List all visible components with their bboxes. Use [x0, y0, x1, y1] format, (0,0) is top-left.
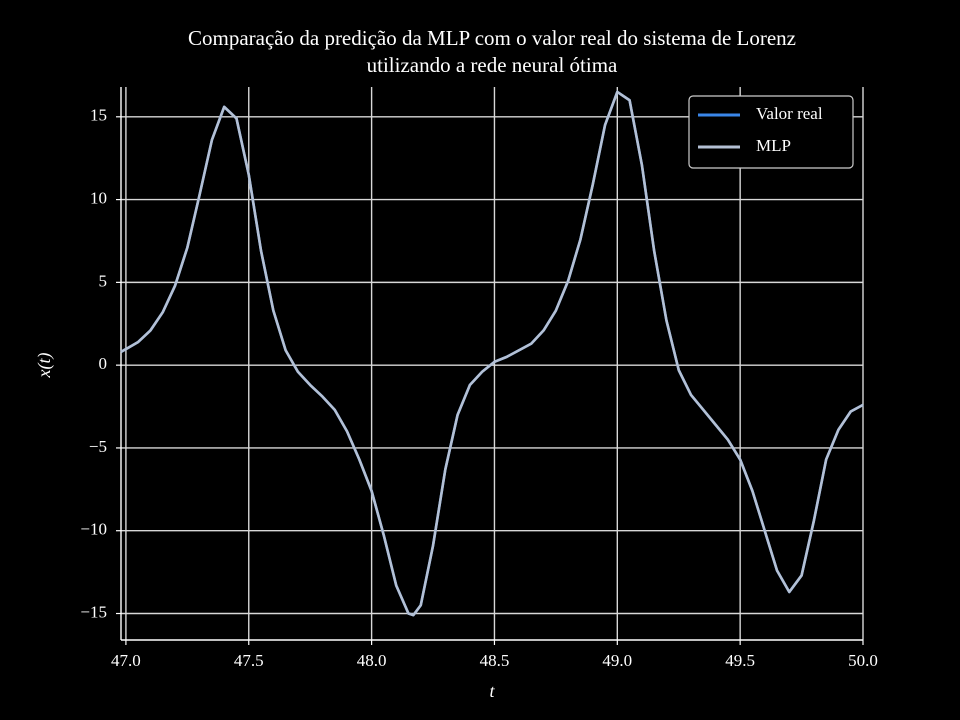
x-tick-label: 49.5 [725, 651, 755, 670]
x-tick-label: 47.5 [234, 651, 264, 670]
y-tick-label: −10 [80, 520, 107, 539]
x-axis-label: t [489, 681, 495, 701]
legend-label: Valor real [756, 104, 823, 123]
x-tick-label: 47.0 [111, 651, 141, 670]
chart-title: Comparação da predição da MLP com o valo… [188, 26, 796, 50]
legend-label: MLP [756, 136, 791, 155]
x-tick-label: 48.5 [480, 651, 510, 670]
chart-title: utilizando a rede neural ótima [367, 53, 618, 77]
y-tick-label: 0 [99, 354, 108, 373]
x-tick-label: 49.0 [602, 651, 632, 670]
data-line [120, 90, 864, 617]
y-tick-label: 15 [90, 106, 107, 125]
y-tick-label: −5 [89, 437, 107, 456]
y-tick-label: −15 [80, 602, 107, 621]
y-tick-label: 5 [99, 271, 108, 290]
x-tick-label: 50.0 [848, 651, 878, 670]
y-tick-label: 10 [90, 188, 107, 207]
y-axis-label: x(t) [34, 353, 55, 379]
data-line [120, 90, 864, 617]
x-tick-label: 48.0 [357, 651, 387, 670]
